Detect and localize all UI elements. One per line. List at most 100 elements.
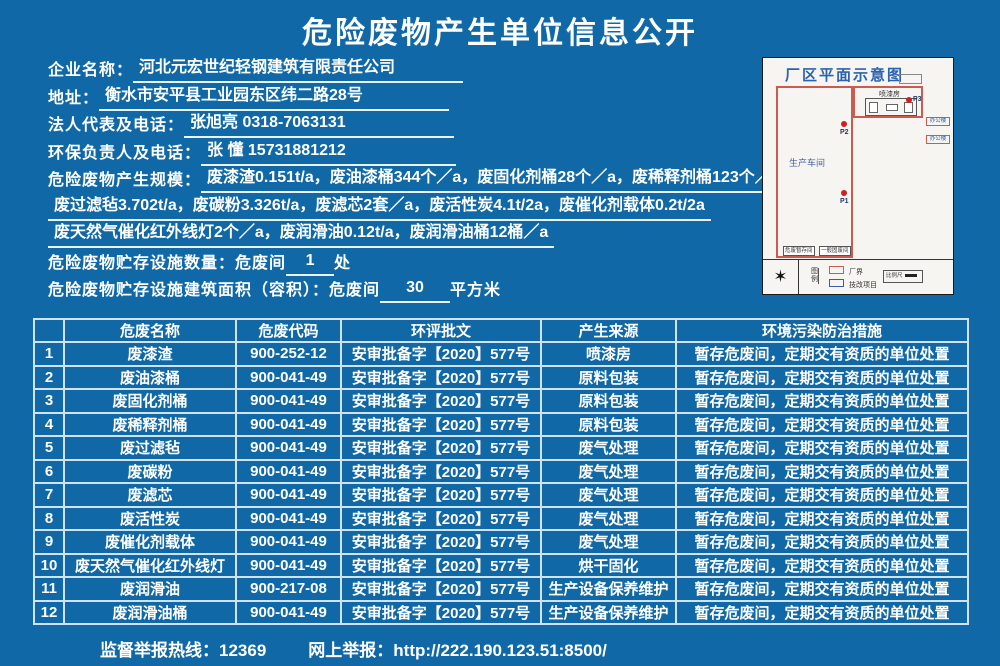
info-section: 企业名称： 河北元宏世纪轻钢建筑有限责任公司 地址： 衡水市安平县工业园东区纬二路2… [48, 56, 802, 304]
spray-room-label: 喷漆房 [879, 91, 900, 98]
cell-waste-code: 900-041-49 [235, 435, 342, 461]
table-row: 11 废润滑油 900-217-08 安审批备字【2020】577号 生产设备保养维护暂… [33, 576, 969, 602]
cell-index: 1 [33, 341, 65, 367]
scale-bar-icon [904, 274, 917, 278]
storage-count-suffix: 处 [334, 254, 352, 272]
cell-control-measure: 暂存危废间，定期交有资质的单位处置 [675, 435, 969, 461]
cell-source: 生产设备保养维护 [540, 576, 677, 602]
cell-index: 10 [33, 552, 65, 578]
cell-index: 11 [33, 576, 65, 602]
cell-waste-name: 废催化剂载体 [63, 529, 237, 555]
hotline-value: 12369 [219, 641, 267, 660]
table-row: 5 废过滤毡 900-041-49 安审批备字【2020】577号 废气处理 暂存危废间，… [33, 435, 969, 461]
table-row: 1 废漆渣 900-252-12 安审批备字【2020】577号 喷漆房 暂存危废间，定期… [33, 341, 969, 367]
address-value: 衡水市安平县工业园东区纬二路28号 [99, 84, 450, 111]
web-report-label: 网上举报： [308, 641, 394, 660]
cell-index: 9 [33, 529, 65, 555]
plan-annotation-box [899, 74, 922, 84]
cell-eia-approval: 安审批备字【2020】577号 [340, 482, 542, 508]
header-waste-name: 危废名称 [63, 318, 237, 343]
header-control-measure: 环境污染防治措施 [675, 318, 969, 343]
company-label: 企业名称： [48, 62, 134, 79]
cell-waste-code: 900-041-49 [235, 482, 342, 508]
cell-index: 6 [33, 458, 65, 484]
company-value: 河北元宏世纪轻钢建筑有限责任公司 [133, 56, 464, 83]
monitor-point-1-label: P1 [840, 198, 849, 205]
legal-rep-label: 法人代表及电话： [48, 117, 185, 134]
cell-index: 2 [33, 364, 65, 390]
page-title: 危险废物产生单位信息公开 [302, 17, 698, 50]
waste-scale-line-3: 废天然气催化红外线灯2个／a，废润滑油0.12t/a，废润滑油桶12桶／a [48, 221, 758, 249]
company-line: 企业名称： 河北元宏世纪轻钢建筑有限责任公司 [48, 56, 758, 84]
cell-eia-approval: 安审批备字【2020】577号 [340, 388, 542, 414]
storage-count-label: 危险废物贮存设施数量：危废间 [48, 254, 287, 272]
storage-count-line: 危险废物贮存设施数量：危废间 1 处 [48, 249, 758, 277]
cell-control-measure: 暂存危废间，定期交有资质的单位处置 [675, 411, 969, 437]
table-row: 10 废天然气催化红外线灯 900-041-49 安审批备字【2020】577号 烘干固… [33, 552, 969, 578]
spray-sub-box [886, 104, 898, 111]
address-line: 地址： 衡水市安平县工业园东区纬二路28号 [48, 84, 758, 112]
cell-eia-approval: 安审批备字【2020】577号 [340, 341, 542, 367]
waste-scale-value-1: 废漆渣0.151t/a，废油漆桶344个／a，废固化剂桶28个／a，废稀释剂桶1… [201, 166, 802, 193]
cell-index: 8 [33, 505, 65, 531]
cell-eia-approval: 安审批备字【2020】577号 [340, 435, 542, 461]
spray-sub-box [904, 102, 913, 113]
cell-waste-name: 废润滑油 [63, 576, 237, 602]
plan-title: 厂区平面示意图 [785, 67, 905, 84]
cell-eia-approval: 安审批备字【2020】577号 [340, 576, 542, 602]
header-waste-code: 危废代码 [235, 318, 342, 343]
cell-waste-code: 900-041-49 [235, 388, 342, 414]
storage-area-line: 危险废物贮存设施建筑面积（容积）：危废间 30 平方米 [48, 276, 758, 304]
cell-waste-code: 900-041-49 [235, 552, 342, 578]
footer: 监督举报热线：12369 网上举报：http://222.190.123.51:8… [100, 636, 607, 661]
legend-project-label: 技改项目 [849, 282, 877, 289]
cell-waste-name: 废漆渣 [63, 341, 237, 367]
monitor-point-3-dot [906, 97, 912, 103]
cell-source: 原料包装 [540, 388, 677, 414]
table-row: 12 废润滑油桶 900-041-49 安审批备字【2020】577号 生产设备保养维护… [33, 599, 969, 625]
monitor-point-1-dot [841, 190, 847, 196]
cell-source: 废气处理 [540, 458, 677, 484]
header-index [33, 318, 65, 343]
cell-control-measure: 暂存危废间，定期交有资质的单位处置 [675, 388, 969, 414]
cell-waste-code: 900-041-49 [235, 411, 342, 437]
office-building-2: 办公楼 [926, 135, 950, 144]
cell-control-measure: 暂存危废间，定期交有资质的单位处置 [675, 529, 969, 555]
cell-eia-approval: 安审批备字【2020】577号 [340, 411, 542, 437]
cell-source: 废气处理 [540, 529, 677, 555]
legal-rep-value: 张旭亮 0318-7063131 [184, 111, 455, 138]
hazardous-storage-room: 危废暂存间 [783, 246, 815, 256]
monitor-point-2-dot [841, 121, 847, 127]
cell-eia-approval: 安审批备字【2020】577号 [340, 505, 542, 531]
cell-source: 废气处理 [540, 505, 677, 531]
waste-scale-line-1: 危险废物产生规模： 废漆渣0.151t/a，废油漆桶344个／a，废固化剂桶28个… [48, 166, 802, 194]
cell-source: 废气处理 [540, 435, 677, 461]
cell-waste-name: 废油漆桶 [63, 364, 237, 390]
cell-waste-code: 900-041-49 [235, 364, 342, 390]
cell-waste-code: 900-041-49 [235, 599, 342, 625]
table-row: 3 废固化剂桶 900-041-49 安审批备字【2020】577号 原料包装 暂存危废间… [33, 388, 969, 414]
cell-source: 喷漆房 [540, 341, 677, 367]
cell-eia-approval: 安审批备字【2020】577号 [340, 552, 542, 578]
cell-waste-name: 废过滤毡 [63, 435, 237, 461]
cell-control-measure: 暂存危废间，定期交有资质的单位处置 [675, 552, 969, 578]
hotline-label: 监督举报热线： [100, 641, 219, 660]
cell-waste-name: 废活性炭 [63, 505, 237, 531]
office-building-1: 办公楼 [926, 117, 950, 126]
table-row: 8 废活性炭 900-041-49 安审批备字【2020】577号 废气处理 暂存危废间，… [33, 505, 969, 531]
legend-boundary-label: 厂界 [849, 269, 863, 276]
storage-area-suffix: 平方米 [450, 282, 502, 299]
cell-control-measure: 暂存危废间，定期交有资质的单位处置 [675, 458, 969, 484]
cell-waste-name: 废滤芯 [63, 482, 237, 508]
factory-plan-diagram: 厂区平面示意图 生产车间 喷漆房 P3 办公楼 办公楼 P2 P1 危废暂存间 … [762, 57, 954, 295]
waste-scale-line-2: 废过滤毡3.702t/a，废碳粉3.326t/a，废滤芯2套／a，废活性炭4.1… [48, 194, 758, 222]
cell-control-measure: 暂存危废间，定期交有资质的单位处置 [675, 364, 969, 390]
waste-scale-label: 危险废物产生规模： [48, 172, 202, 189]
cell-control-measure: 暂存危废间，定期交有资质的单位处置 [675, 576, 969, 602]
spray-room-inner-box [865, 98, 917, 116]
cell-waste-name: 废天然气催化红外线灯 [63, 552, 237, 578]
spray-room-outline: 喷漆房 [853, 86, 923, 118]
legend-boundary-swatch [829, 266, 844, 274]
table-header-row: 危废名称 危废代码 环评批文 产生来源 环境污染防治措施 [33, 318, 969, 343]
